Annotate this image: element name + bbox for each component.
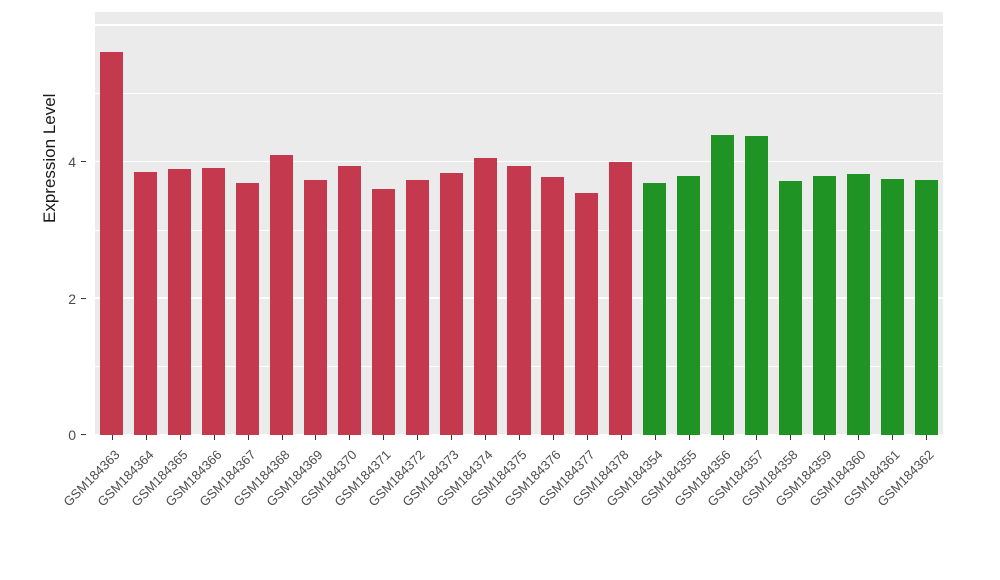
bars-container (95, 12, 943, 435)
x-tick-mark (688, 435, 690, 440)
bar-slot (638, 12, 672, 435)
x-axis-labels: GSM184363 GSM184364 GSM184365 GSM184366 GSM1… (60, 435, 943, 555)
bar-GSM184358 (778, 180, 802, 435)
bar-GSM184354 (643, 182, 667, 435)
x-tick-mark (383, 435, 385, 440)
bar-GSM184367 (236, 182, 260, 435)
bar-slot (468, 12, 502, 435)
bar-slot (807, 12, 841, 435)
x-tick-mark (145, 435, 147, 440)
bar-slot (672, 12, 706, 435)
bar-slot (502, 12, 536, 435)
bar-GSM184378 (609, 162, 633, 435)
bar-slot (434, 12, 468, 435)
x-tick-mark (281, 435, 283, 440)
y-tick-label: 4 (68, 154, 76, 171)
x-tick-mark (451, 435, 453, 440)
bar-slot (536, 12, 570, 435)
bar-GSM184355 (677, 176, 701, 435)
bar-GSM184368 (270, 155, 294, 435)
y-tick-label: 0 (68, 427, 76, 443)
bar-GSM184376 (541, 177, 565, 435)
bar-GSM184357 (744, 136, 768, 435)
bar-slot (604, 12, 638, 435)
bar-GSM184369 (303, 179, 328, 435)
x-tick-mark (722, 435, 724, 440)
bar-GSM184359 (812, 175, 836, 435)
bar-GSM184361 (880, 179, 904, 435)
x-tick-mark (111, 435, 113, 440)
bar-slot (95, 12, 129, 435)
plot-panel (95, 12, 943, 435)
y-axis-ticks: 0 2 4 (56, 12, 86, 443)
bar-slot (773, 12, 807, 435)
x-tick-mark (315, 435, 317, 440)
bar-GSM184371 (371, 189, 395, 435)
y-tick-mark (81, 434, 86, 435)
x-tick-mark (654, 435, 656, 440)
bar-slot (332, 12, 366, 435)
x-tick-mark (756, 435, 758, 440)
bar-slot (400, 12, 434, 435)
x-tick-mark (892, 435, 894, 440)
bar-GSM184363 (100, 51, 124, 435)
bar-slot (740, 12, 774, 435)
x-tick-mark (519, 435, 520, 440)
bar-GSM184372 (405, 179, 429, 435)
x-tick-mark (790, 435, 792, 440)
x-tick-mark (620, 435, 622, 440)
x-tick-mark (485, 435, 487, 440)
y-tick-mark (81, 297, 86, 299)
bar-GSM184360 (846, 174, 870, 435)
bar-GSM184364 (134, 171, 158, 435)
bar-GSM184373 (439, 173, 463, 435)
x-tick-mark (417, 435, 419, 440)
x-tick-mark (586, 435, 588, 440)
bar-slot (366, 12, 400, 435)
bar-GSM184365 (168, 168, 192, 435)
x-tick-mark (858, 435, 860, 440)
bar-slot (909, 12, 943, 435)
bar-GSM184374 (473, 158, 497, 435)
bar-slot (163, 12, 197, 435)
bar-slot (570, 12, 604, 435)
y-tick-label: 2 (68, 290, 76, 307)
bar-slot (231, 12, 265, 435)
x-tick-mark (179, 435, 181, 440)
bar-GSM184370 (337, 165, 361, 435)
bar-slot (875, 12, 909, 435)
x-tick-mark (349, 435, 351, 440)
bar-slot (841, 12, 875, 435)
bar-slot (265, 12, 299, 435)
bar-GSM184362 (914, 179, 938, 435)
x-tick-mark (926, 435, 928, 440)
bar-GSM184356 (711, 134, 735, 435)
bar-GSM184366 (202, 168, 226, 435)
x-tick-mark (247, 435, 249, 440)
bar-slot (197, 12, 231, 435)
bar-slot (706, 12, 740, 435)
y-tick-mark (81, 161, 86, 163)
x-tick-mark (824, 435, 826, 440)
bar-GSM184377 (575, 192, 599, 435)
x-tick-mark (552, 435, 554, 440)
bar-slot (129, 12, 163, 435)
bar-slot (299, 12, 333, 435)
bar-GSM184375 (507, 165, 531, 435)
x-tick-mark (213, 435, 215, 440)
